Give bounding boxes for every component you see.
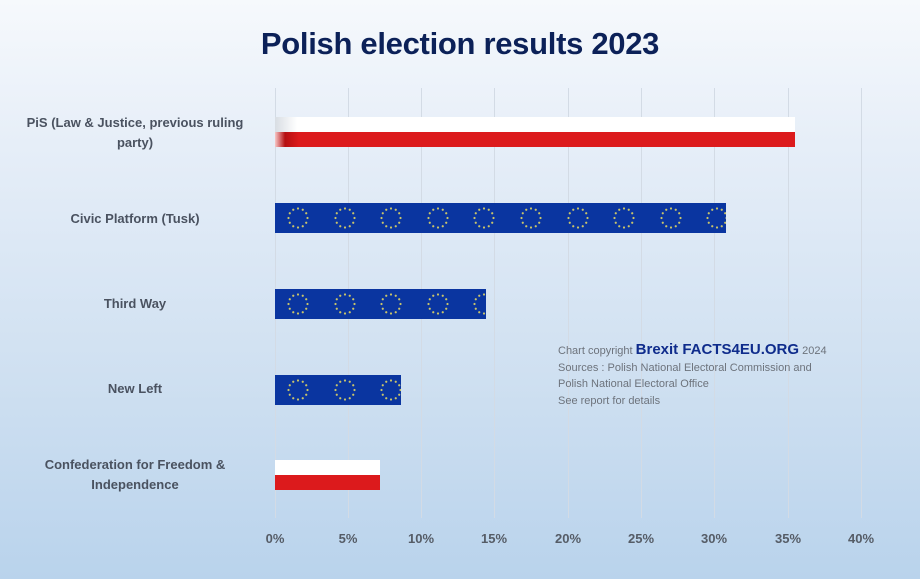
- bar-new-left: [275, 375, 401, 405]
- x-tick: 15%: [480, 531, 508, 546]
- gridline-35: [788, 88, 789, 518]
- eu-stars-icon: [379, 206, 403, 230]
- x-tick: 35%: [774, 531, 802, 546]
- chart-title: Polish election results 2023: [260, 26, 660, 61]
- eu-stars-icon: [333, 378, 357, 402]
- copyright-note: Chart copyright Brexit FACTS4EU.ORG 2024…: [558, 341, 827, 409]
- note-line-2: Sources : Polish National Electoral Comm…: [558, 361, 812, 374]
- eu-stars-icon: [333, 206, 357, 230]
- eu-stars-icon: [705, 206, 726, 230]
- gridline-25: [641, 88, 642, 518]
- label-line: party): [116, 135, 154, 150]
- eu-stars-icon: [426, 206, 450, 230]
- x-tick: 0%: [265, 531, 285, 546]
- flag-red-stripe: [275, 132, 795, 147]
- x-tick: 10%: [407, 531, 435, 546]
- eu-stars-icon: [426, 292, 450, 316]
- label-line: PiS (Law & Justice, previous ruling: [26, 115, 244, 130]
- x-tick: 5%: [338, 531, 358, 546]
- gridlines: 0% 5% 10% 15% 20% 25% 30% 35% 40%: [266, 88, 875, 546]
- category-label-confederation: Confederation for Freedom & Independence: [10, 455, 260, 495]
- bar-civic-platform: [275, 203, 726, 233]
- flag-white-stripe: [275, 117, 795, 132]
- bar-confederation: [275, 460, 380, 490]
- eu-stars-icon: [286, 378, 310, 402]
- note-line-1: Chart copyright Brexit FACTS4EU.ORG 2024: [558, 341, 827, 360]
- category-label-new-left: New Left: [107, 381, 163, 396]
- eu-stars-icon: [472, 206, 496, 230]
- eu-stars-icon: [612, 206, 636, 230]
- x-tick: 20%: [554, 531, 582, 546]
- eu-stars-icon: [566, 206, 590, 230]
- eu-stars-icon: [379, 292, 403, 316]
- category-label-civic: Civic Platform (Tusk): [70, 211, 200, 226]
- x-tick: 40%: [847, 531, 875, 546]
- eu-stars-icon: [286, 206, 310, 230]
- eu-stars-icon: [379, 378, 401, 402]
- eu-stars-icon: [286, 292, 310, 316]
- gridline-15: [494, 88, 495, 518]
- eu-stars-icon: [519, 206, 543, 230]
- note-line-3: Polish National Electoral Office: [558, 378, 709, 390]
- label-line: Confederation for Freedom &: [44, 457, 226, 472]
- copyright-year: 2024: [799, 345, 827, 357]
- gridline-30: [714, 88, 715, 518]
- gridline-40: [861, 88, 862, 518]
- bar-third-way: [275, 289, 486, 319]
- category-label-pis: PiS (Law & Justice, previous ruling part…: [10, 113, 260, 153]
- note-line-4: See report for details: [558, 394, 661, 407]
- eu-stars-icon: [659, 206, 683, 230]
- x-tick: 30%: [700, 531, 728, 546]
- flag-red-stripe: [275, 475, 380, 490]
- category-label-third-way: Third Way: [103, 296, 167, 311]
- flag-white-stripe: [275, 460, 380, 475]
- gridline-20: [568, 88, 569, 518]
- eu-stars-icon: [333, 292, 357, 316]
- label-line: Independence: [91, 477, 179, 492]
- x-tick: 25%: [627, 531, 655, 546]
- copyright-prefix: Chart copyright: [558, 345, 636, 357]
- brand-name: Brexit FACTS4EU.ORG: [635, 341, 800, 358]
- eu-stars-icon: [472, 292, 486, 316]
- bar-pis: [275, 117, 795, 147]
